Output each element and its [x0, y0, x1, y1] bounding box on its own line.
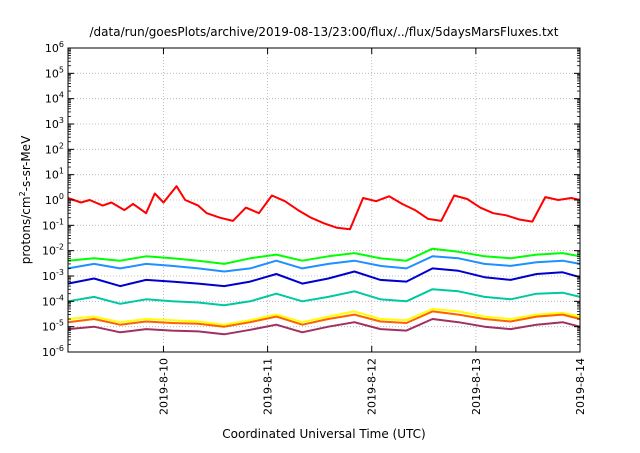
y-tick-exp: 1: [59, 167, 64, 176]
x-tick-label: 2019-8-12: [366, 358, 379, 415]
y-tick-exp: 6: [59, 40, 64, 49]
grid: [68, 48, 580, 352]
y-tick-label: 10-2: [42, 243, 64, 258]
series-line-6: [67, 308, 581, 326]
y-tick-exp: -3: [56, 268, 64, 277]
y-tick-label: 101: [45, 167, 64, 182]
y-tick-exp: 2: [59, 141, 64, 150]
x-tick-label: 2019-8-13: [470, 358, 483, 415]
y-tick-exp: 5: [59, 65, 64, 74]
y-tick-label: 105: [45, 65, 64, 80]
y-tick-exp: -2: [56, 243, 64, 252]
y-tick-exp: -4: [56, 293, 64, 302]
y-tick-base: 10: [42, 346, 56, 359]
y-tick-exp: -6: [56, 344, 64, 353]
y-axis-label-post: -s-sr-MeV: [19, 135, 33, 191]
y-tick-base: 10: [42, 270, 56, 283]
series-line-7: [67, 310, 581, 328]
series-line-4: [67, 267, 581, 288]
y-tick-exp: 0: [59, 192, 64, 201]
y-axis-label-sup: 2: [18, 191, 27, 196]
y-tick-base: 10: [42, 295, 56, 308]
y-tick-label: 106: [45, 40, 64, 55]
series-layer: [67, 185, 581, 336]
y-tick-exp: 4: [59, 91, 64, 100]
y-tick-label: 10-5: [42, 319, 64, 334]
series-line-8: [67, 318, 581, 336]
y-axis-label: protons/cm2-s-sr-MeV: [18, 135, 33, 264]
y-tick-base: 10: [42, 219, 56, 232]
y-axis-label-pre: protons/cm: [19, 196, 33, 264]
y-tick-base: 10: [42, 321, 56, 334]
y-tick-label: 102: [45, 141, 64, 156]
y-tick-label: 10-3: [42, 268, 64, 283]
y-tick-base: 10: [45, 169, 59, 182]
series-line-1: [67, 185, 581, 231]
series-line-3: [67, 255, 581, 273]
y-tick-label: 10-6: [42, 344, 64, 359]
y-tick-label: 10-4: [42, 293, 64, 308]
x-tick-label: 2019-8-10: [157, 358, 170, 415]
y-axis: 10-610-510-410-310-210-11001011021031041…: [42, 40, 580, 359]
y-tick-label: 103: [45, 116, 64, 131]
y-tick-label: 104: [45, 91, 64, 106]
y-tick-base: 10: [45, 42, 59, 55]
y-tick-base: 10: [45, 143, 59, 156]
y-tick-base: 10: [45, 67, 59, 80]
y-tick-base: 10: [45, 118, 59, 131]
y-tick-base: 10: [45, 93, 59, 106]
series-line-2: [67, 247, 581, 265]
y-tick-base: 10: [45, 194, 59, 207]
y-tick-exp: -5: [56, 319, 64, 328]
y-tick-base: 10: [42, 245, 56, 258]
y-tick-label: 100: [45, 192, 64, 207]
x-axis: 2019-8-10 2019-8-11 2019-8-12 2019-8-13 2019…: [157, 48, 587, 415]
chart-title: /data/run/goesPlots/archive/2019-08-13/2…: [90, 25, 559, 39]
x-axis-label: Coordinated Universal Time (UTC): [222, 427, 425, 441]
series-line-5: [67, 288, 581, 307]
y-tick-exp: -1: [56, 217, 64, 226]
x-tick-label: 2019-8-14: [574, 358, 587, 415]
y-tick-exp: 3: [59, 116, 64, 125]
y-tick-label: 10-1: [42, 217, 64, 232]
x-tick-label: 2019-8-11: [262, 358, 275, 415]
